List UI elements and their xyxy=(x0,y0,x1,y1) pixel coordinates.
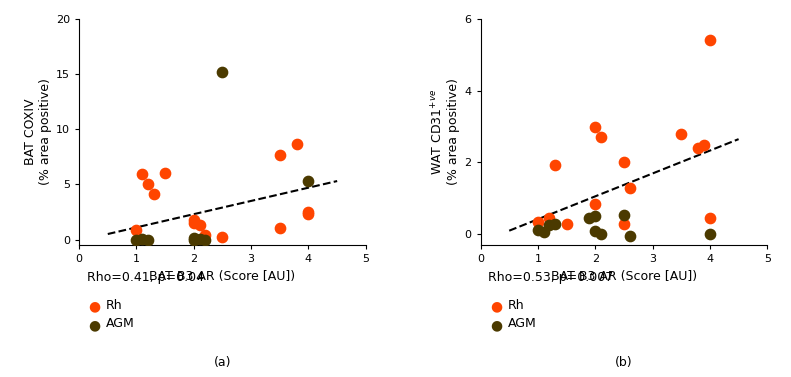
Point xyxy=(187,236,200,242)
Point xyxy=(537,230,550,236)
Point xyxy=(675,131,687,137)
Point xyxy=(532,227,544,233)
Point xyxy=(136,172,149,178)
Point xyxy=(193,236,206,242)
Point xyxy=(187,217,200,223)
Point xyxy=(216,234,229,241)
X-axis label: BAT B3 AR (Score [AU]): BAT B3 AR (Score [AU]) xyxy=(551,270,697,283)
Point xyxy=(595,134,607,140)
Point xyxy=(187,220,200,226)
Text: (b): (b) xyxy=(615,357,633,369)
Text: ●: ● xyxy=(89,319,100,333)
Point xyxy=(291,141,304,147)
Y-axis label: WAT CD31$^{+ve}$
(% area positive): WAT CD31$^{+ve}$ (% area positive) xyxy=(430,78,460,185)
Point xyxy=(560,221,573,227)
Point xyxy=(302,178,315,184)
Point xyxy=(199,236,212,242)
Point xyxy=(302,209,315,215)
Point xyxy=(704,37,717,43)
Point xyxy=(589,124,602,130)
Point xyxy=(583,215,596,221)
Text: Rho=0.41, p=0.04: Rho=0.41, p=0.04 xyxy=(87,271,204,284)
Point xyxy=(131,227,143,233)
Point xyxy=(618,159,630,166)
Point xyxy=(274,225,286,231)
Point xyxy=(549,221,562,227)
Point xyxy=(623,233,636,239)
Y-axis label: BAT COXIV
(% area positive): BAT COXIV (% area positive) xyxy=(24,78,51,185)
Text: (a): (a) xyxy=(214,357,231,369)
Point xyxy=(543,222,555,228)
Point xyxy=(532,219,544,225)
Text: ●: ● xyxy=(89,300,100,314)
Text: AGM: AGM xyxy=(106,317,134,330)
Point xyxy=(136,236,149,242)
Point xyxy=(187,235,200,241)
Text: Rh: Rh xyxy=(106,299,123,311)
Point xyxy=(131,236,143,242)
Point xyxy=(589,201,602,207)
Text: Rh: Rh xyxy=(508,299,524,311)
Point xyxy=(692,145,705,151)
Point xyxy=(142,181,154,187)
Text: ●: ● xyxy=(490,300,502,314)
Point xyxy=(543,215,555,221)
Point xyxy=(698,141,710,147)
Point xyxy=(216,69,229,75)
Point xyxy=(159,170,172,176)
Text: Rho=0.53, p=0.007: Rho=0.53, p=0.007 xyxy=(488,271,614,284)
X-axis label: BAT B3 AR (Score [AU]): BAT B3 AR (Score [AU]) xyxy=(149,270,296,283)
Point xyxy=(549,162,562,168)
Point xyxy=(595,231,607,237)
Point xyxy=(618,211,630,218)
Point xyxy=(274,152,286,158)
Point xyxy=(623,185,636,191)
Point xyxy=(589,213,602,219)
Point xyxy=(704,215,717,221)
Text: AGM: AGM xyxy=(508,317,536,330)
Text: ●: ● xyxy=(490,319,502,333)
Point xyxy=(302,211,315,217)
Point xyxy=(618,221,630,227)
Point xyxy=(199,232,212,238)
Point xyxy=(589,228,602,234)
Point xyxy=(142,236,154,242)
Point xyxy=(704,231,717,237)
Point xyxy=(193,222,206,228)
Point xyxy=(147,191,160,197)
